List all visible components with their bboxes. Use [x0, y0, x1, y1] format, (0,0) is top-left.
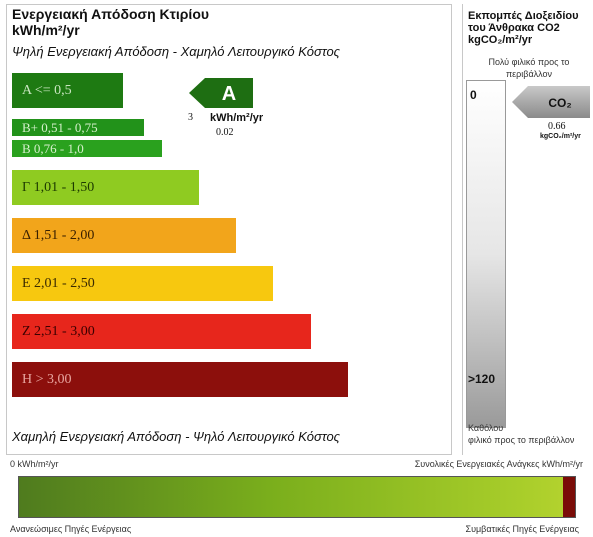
panel-title: Ενεργειακή Απόδοση Κτιρίου kWh/m²/yr [12, 6, 209, 38]
co2-friendly-line-2: περιβάλλον [505, 69, 553, 79]
energy-class-bar-c: Γ 1,01 - 1,50 [12, 170, 199, 205]
conventional-label: Συμβατικές Πηγές Ενέργειας [465, 524, 580, 534]
rating-number: 3 [188, 112, 193, 123]
co2-emissions-panel [462, 4, 593, 455]
rating-unit: kWh/m²/yr [210, 112, 264, 124]
co2-unfriendly-line-1: Καθόλου [468, 423, 504, 433]
co2-title-line-2: του Άνθρακα CO2 [468, 22, 560, 34]
energy-class-bar-d: Δ 1,51 - 2,00 [12, 218, 236, 253]
rating-letter: A [222, 83, 236, 105]
co2-gauge [466, 80, 506, 428]
bar-label: A <= 0,5 [22, 82, 72, 98]
energy-class-bar-b-plus: B+ 0,51 - 0,75 [12, 119, 144, 136]
co2-title-line-1: Εκπομπές Διοξειδίου [468, 10, 579, 22]
rating-value: 0.02 [216, 127, 234, 138]
rating-arrow: A [189, 78, 253, 108]
co2-unfriendly-note: Καθόλου φιλικό προς το περιβάλλον [468, 422, 592, 446]
gauge-top-label: 0 [470, 88, 477, 102]
co2-title-line-3: kgCO₂/m²/yr [468, 34, 533, 46]
co2-arrow-label: CO₂ [548, 96, 571, 110]
co2-unit: kgCO₂/m²/yr [540, 133, 581, 140]
energy-class-bar-e: E 2,01 - 2,50 [12, 266, 273, 301]
energy-class-bar-b: B 0,76 - 1,0 [12, 140, 162, 157]
title-line-1: Ενεργειακή Απόδοση Κτιρίου [12, 6, 210, 22]
co2-value: 0.66 [548, 121, 566, 132]
co2-arrow: CO₂ [512, 86, 590, 118]
co2-friendly-line-1: Πολύ φιλικό προς το [488, 57, 570, 67]
bar-label: B+ 0,51 - 0,75 [22, 119, 98, 135]
energy-class-bar-z: Z 2,51 - 3,00 [12, 314, 311, 349]
energy-performance-panel [6, 4, 452, 455]
energy-class-bar-a: A <= 0,5 [12, 73, 123, 108]
gauge-bottom-label: >120 [468, 372, 496, 386]
bar-label: Γ 1,01 - 1,50 [22, 179, 95, 195]
co2-friendly-note: Πολύ φιλικό προς το περιβάλλον [468, 56, 590, 80]
energy-class-bar-h: H > 3,00 [12, 362, 348, 397]
bar-label: H > 3,00 [22, 371, 72, 387]
high-efficiency-note: Ψηλή Ενεργειακή Απόδοση - Χαμηλό Λειτουρ… [12, 44, 341, 59]
renewable-label: Ανανεώσιμες Πηγές Ενέργειας [10, 524, 132, 534]
bar-label: B 0,76 - 1,0 [22, 140, 84, 156]
conventional-source-segment [563, 477, 575, 517]
bar-label: Δ 1,51 - 2,00 [22, 227, 95, 243]
co2-title: Εκπομπές Διοξειδίου του Άνθρακα CO2 kgCO… [468, 10, 593, 46]
bar-label: Z 2,51 - 3,00 [22, 323, 95, 339]
scale-right-label: Συνολικές Ενεργειακές Ανάγκες kWh/m²/yr [414, 459, 583, 469]
scale-left-label: 0 kWh/m²/yr [10, 459, 59, 469]
energy-source-bar [18, 476, 576, 518]
co2-unfriendly-line-2: φιλικό προς το περιβάλλον [468, 435, 575, 445]
bar-label: E 2,01 - 2,50 [22, 275, 95, 291]
title-line-2: kWh/m²/yr [12, 22, 80, 38]
low-efficiency-note: Χαμηλή Ενεργειακή Απόδοση - Ψηλό Λειτουρ… [12, 429, 341, 444]
